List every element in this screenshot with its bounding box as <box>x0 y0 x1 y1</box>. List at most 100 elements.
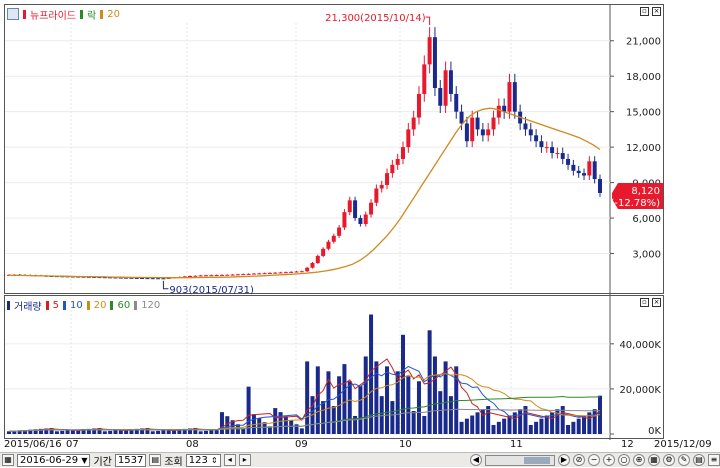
series-color-mark <box>62 300 66 310</box>
scrollbar-thumb[interactable] <box>524 456 550 464</box>
volume-bar <box>464 418 469 434</box>
vol-ma120-label[interactable]: 120 <box>141 299 161 311</box>
candle-body <box>113 277 118 279</box>
axis-start-date: 2015/06/16 <box>4 439 62 450</box>
volume-bar <box>422 415 427 434</box>
volume-bar <box>385 366 390 434</box>
minimize-pane-button[interactable]: ▫ <box>640 7 649 16</box>
volume-bar <box>587 412 592 434</box>
volume-chart-pane[interactable]: 거래량 5 10 20 60 120 ▫ × 40,000K 20,000K 0K <box>4 295 664 440</box>
scroll-start-button[interactable]: ◀ <box>470 454 482 466</box>
volume-bar <box>278 412 283 434</box>
grid-icon[interactable]: ▦ <box>648 454 660 466</box>
vol-ma10-label[interactable]: 10 <box>69 299 83 311</box>
candle-body <box>204 275 208 277</box>
scroll-end-button[interactable]: ▶ <box>558 454 570 466</box>
crosshair-icon[interactable]: ⊕ <box>633 454 645 466</box>
volume-bar <box>188 428 193 434</box>
volume-bar <box>166 430 171 434</box>
spinner-arrows-icon[interactable]: ⇕ <box>211 455 218 465</box>
candle-body <box>214 275 219 277</box>
candle-body <box>321 248 326 256</box>
candle-body <box>438 88 443 106</box>
vol-ma20-label[interactable]: 20 <box>93 299 107 311</box>
volume-bar <box>241 428 246 434</box>
zoom-out-icon[interactable]: ◂ <box>223 454 236 466</box>
close-pane-button[interactable]: × <box>652 298 661 307</box>
minimize-pane-button[interactable]: ▫ <box>640 298 649 307</box>
y-tick-label: 21,000 <box>626 37 661 48</box>
candle-body <box>571 164 576 171</box>
candle-body <box>283 272 288 274</box>
chart-settings-icon[interactable] <box>7 8 19 20</box>
price-chart-canvas: 21,00018,00015,00012,0009,0006,0003,0002… <box>5 5 663 295</box>
candle-body <box>486 129 491 136</box>
candle-body <box>145 278 150 280</box>
zoom-in-icon[interactable]: ▸ <box>238 454 251 466</box>
y-tick-label: 12,000 <box>626 143 661 154</box>
volume-bar <box>321 401 326 434</box>
minus-icon[interactable]: − <box>588 454 600 466</box>
candle-body <box>225 274 230 276</box>
volume-label[interactable]: 거래량 <box>14 301 42 313</box>
candle-body <box>416 93 421 118</box>
volume-bar <box>124 429 129 434</box>
volume-bar <box>592 409 597 434</box>
y-tick-label: 18,000 <box>626 72 661 83</box>
close-pane-button[interactable]: × <box>652 7 661 16</box>
volume-bar <box>70 430 75 434</box>
print-icon[interactable]: ▤ <box>693 454 705 466</box>
candle-body <box>475 117 480 130</box>
settings-icon[interactable]: ⚙ <box>663 454 675 466</box>
search-icon[interactable]: ○ <box>618 454 630 466</box>
volume-bar <box>273 408 278 434</box>
candle-body <box>432 37 437 89</box>
count-input[interactable]: 123 ⇕ <box>185 453 221 467</box>
candle-body <box>411 117 416 130</box>
candle-body <box>534 135 539 142</box>
candle-body <box>507 82 512 112</box>
volume-bar <box>369 314 374 434</box>
volume-bar <box>225 416 230 434</box>
query-button[interactable]: 조회 <box>164 456 183 468</box>
stock-name-label[interactable]: 뉴프라이드 <box>30 10 76 22</box>
quote-type-label[interactable]: 락 <box>87 10 97 22</box>
menu-icon[interactable]: ≡ <box>708 454 720 466</box>
price-chart-pane[interactable]: 뉴프라이드 락 20 ▫ × 21,000 18,000 15,000 12,000 9… <box>4 4 664 295</box>
calendar-icon[interactable]: ▦ <box>2 454 14 466</box>
period-input[interactable]: 1537 <box>114 453 147 467</box>
volume-bar <box>44 428 49 434</box>
y-tick-label: 0K <box>648 426 661 437</box>
candle-body <box>273 272 278 274</box>
volume-bar <box>172 429 177 434</box>
y-tick-label: 15,000 <box>626 108 661 119</box>
candle-body <box>209 275 214 277</box>
candle-body <box>427 37 432 65</box>
vol-ma60-label[interactable]: 60 <box>117 299 131 311</box>
volume-bar <box>507 415 512 434</box>
volume-bar <box>502 418 507 434</box>
tools-icon[interactable]: ✎ <box>678 454 690 466</box>
ma20-label[interactable]: 20 <box>107 8 120 20</box>
volume-bar <box>102 431 107 434</box>
volume-bar <box>60 430 65 434</box>
volume-bar <box>539 418 544 434</box>
volume-bar <box>81 429 86 434</box>
volume-bar <box>427 330 432 434</box>
vol-ma5-label[interactable]: 5 <box>52 299 59 311</box>
query-icon[interactable]: ▤ <box>149 454 162 466</box>
volume-bar <box>219 412 224 434</box>
date-field[interactable]: 2016-06-29 ▼ <box>17 453 91 467</box>
dropdown-arrow-icon[interactable]: ▼ <box>81 455 88 465</box>
candle-body <box>97 277 102 279</box>
chart-scrollbar[interactable] <box>485 454 555 466</box>
zoom-reset-icon[interactable]: ⊘ <box>573 454 585 466</box>
plus-icon[interactable]: + <box>603 454 615 466</box>
candle-body <box>294 271 299 273</box>
volume-bar <box>38 428 43 434</box>
vol-ma120-line <box>8 408 601 432</box>
volume-bar <box>358 386 363 434</box>
volume-bar <box>76 429 81 434</box>
month-tick: 10 <box>399 439 412 450</box>
volume-bar <box>214 430 219 434</box>
